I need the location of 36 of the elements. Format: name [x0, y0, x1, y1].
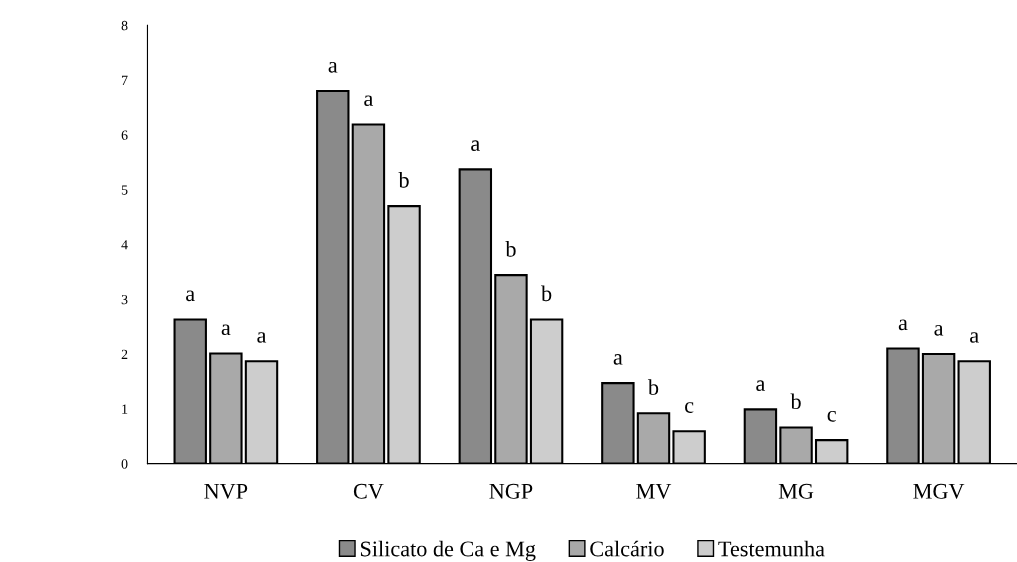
data-label: c — [685, 402, 694, 413]
x-tick-label: NGP — [489, 483, 533, 499]
data-label: b — [647, 379, 659, 395]
x-tick-label: MV — [636, 483, 672, 499]
data-label: a — [257, 332, 267, 343]
y-tick-label: 2 — [121, 349, 128, 359]
x-tick-label: CV — [353, 483, 384, 499]
data-label: b — [541, 285, 552, 302]
x-tick-label: MGV — [913, 483, 965, 499]
data-label: a — [613, 354, 623, 365]
legend-label: Silicato de Ca e Mg — [360, 540, 536, 561]
data-label: b — [398, 172, 409, 188]
y-tick-label: 8 — [121, 20, 128, 31]
legend-label: Testemunha — [718, 540, 825, 557]
data-label: b — [790, 393, 801, 410]
data-label: a — [328, 62, 338, 73]
data-label: a — [364, 95, 374, 107]
data-label: a — [898, 319, 908, 331]
data-label: a — [934, 325, 944, 336]
y-tick-label: 1 — [122, 404, 128, 414]
y-tick-label: 3 — [121, 294, 128, 305]
data-label: a — [221, 324, 231, 336]
data-label: a — [186, 290, 195, 302]
y-tick-label: 4 — [121, 240, 128, 250]
y-tick-label: 0 — [121, 459, 128, 469]
legend-label: Calcário — [590, 540, 664, 557]
y-tick-label: 7 — [121, 75, 128, 85]
y-tick-label: 5 — [121, 185, 128, 195]
data-label: c — [827, 410, 836, 422]
data-label: a — [756, 380, 766, 391]
data-label: a — [471, 140, 480, 151]
y-tick-label: 6 — [121, 130, 128, 140]
x-tick-label: NVP — [204, 483, 248, 499]
x-tick-label: MG — [778, 483, 814, 499]
data-label: a — [970, 332, 979, 343]
data-label: b — [505, 241, 516, 257]
